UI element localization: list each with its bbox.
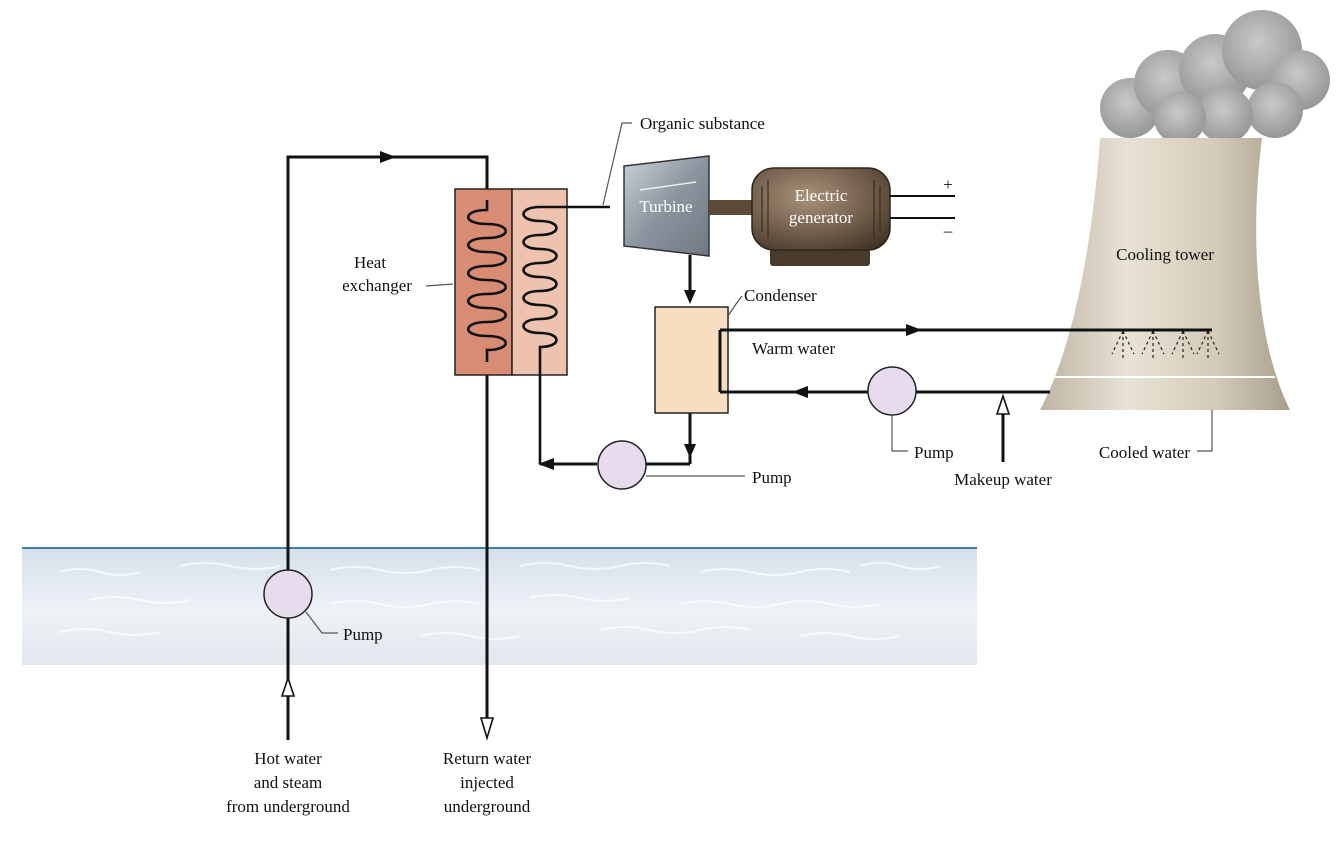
return-water-label-line1: Return water — [443, 749, 532, 768]
makeup-water-open-arrow — [995, 393, 1011, 415]
pump-underground-leader — [305, 611, 338, 634]
turbine-label: Turbine — [639, 197, 692, 216]
organic-loop: Organic substance Pump — [538, 114, 792, 490]
flow-arrow-supply — [380, 151, 396, 163]
turbine: Turbine — [623, 155, 764, 257]
flow-arrow-turbine-out — [684, 290, 696, 304]
hot-water-label-line3: from underground — [226, 797, 350, 816]
makeup-water-label: Makeup water — [954, 470, 1052, 489]
cool-side-coil — [522, 205, 610, 464]
steam-cloud — [1100, 10, 1330, 144]
heat-exchanger-label-line1: Heat — [354, 253, 386, 272]
generator-housing — [751, 167, 891, 251]
warm-water-label: Warm water — [752, 339, 835, 358]
condenser: Condenser — [654, 286, 817, 414]
terminal-minus-label: – — [943, 221, 953, 240]
turbine-shaft — [709, 200, 764, 215]
organic-substance-label: Organic substance — [640, 114, 765, 133]
generator-label-line2: generator — [789, 208, 854, 227]
pump-underground — [263, 569, 313, 619]
generator-base — [770, 246, 870, 266]
pump-organic-label: Pump — [752, 468, 792, 487]
hot-water-label-line2: and steam — [254, 773, 322, 792]
underground-region — [22, 548, 977, 665]
ground-texture — [59, 562, 941, 640]
underground-pump-group: Pump — [263, 569, 383, 644]
generator-label-line1: Electric — [795, 186, 848, 205]
condenser-leader — [727, 295, 743, 317]
heat-exchanger: Heat exchanger — [342, 188, 610, 464]
return-caption: Return water injected underground — [443, 749, 532, 816]
spray-nozzles — [1111, 330, 1220, 358]
flow-arrow-to-exchanger — [538, 458, 554, 470]
terminal-plus-label: + — [943, 175, 953, 194]
organic-substance-leader — [602, 122, 632, 206]
pump-cooling-label: Pump — [914, 443, 954, 462]
cooled-water-label: Cooled water — [1099, 443, 1190, 462]
return-water-pipe — [479, 360, 495, 741]
return-water-label-line3: underground — [444, 797, 531, 816]
return-water-label-line2: injected — [460, 773, 514, 792]
turbine-body — [623, 155, 710, 257]
inflow-caption: Hot water and steam from underground — [226, 749, 350, 816]
hot-water-label-line1: Hot water — [254, 749, 322, 768]
pump-cooling-leader — [891, 415, 908, 452]
cooling-tower: Cooling tower — [1040, 10, 1330, 410]
condenser-label: Condenser — [744, 286, 817, 305]
flow-arrow-warm-water — [906, 324, 922, 336]
inflow-open-arrow — [280, 675, 296, 697]
pump-cooling-loop — [867, 366, 917, 416]
cooled-water-leader — [1197, 410, 1213, 452]
cooling-tower-label: Cooling tower — [1116, 245, 1214, 264]
heat-exchanger-label-line2: exchanger — [342, 276, 412, 295]
pump-underground-label: Pump — [343, 625, 383, 644]
return-open-arrow — [479, 717, 495, 741]
ground-layer — [22, 547, 977, 665]
cooling-water-loop: Warm water Pump Makeup water Cooled wate… — [718, 324, 1213, 489]
flow-arrow-condenser-out — [684, 444, 696, 458]
flow-arrow-cooled-water — [792, 386, 808, 398]
pump-organic-loop — [597, 440, 647, 490]
tower-body — [1040, 138, 1290, 410]
condenser-body — [654, 306, 729, 414]
hot-water-supply-pipe — [280, 151, 489, 740]
electric-generator: Electric generator + – — [751, 167, 955, 266]
hot-side-coil — [466, 200, 508, 362]
heat-exchanger-leader — [425, 283, 454, 287]
